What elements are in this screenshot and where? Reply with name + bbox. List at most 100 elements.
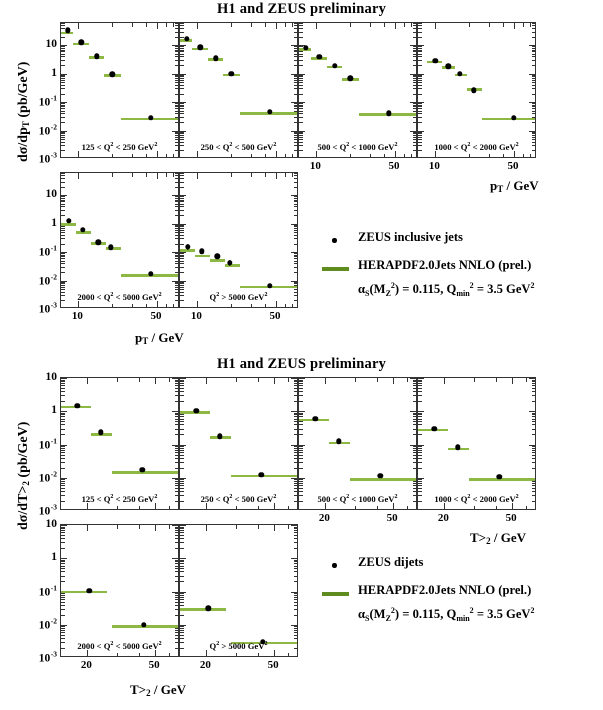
y-minor-tick [180,388,184,389]
x-tick [276,23,278,29]
y-minor-tick [180,134,184,136]
y-minor-tick [61,53,65,55]
y-minor-tick [418,490,422,492]
y-minor-tick [299,391,303,393]
y-minor-tick [299,457,303,459]
y-minor-tick [174,243,178,245]
y-tick-label: 10-1 [38,93,57,109]
y-minor-tick [174,271,178,273]
y-minor-tick [293,210,297,212]
y-minor-tick [412,480,416,482]
x-tick [251,153,253,157]
x-tick [112,303,114,307]
x-tick [117,652,119,656]
y-minor-tick [174,487,178,489]
y-minor-tick [174,74,178,76]
y-minor-tick [531,457,535,459]
x-tick [168,525,170,529]
y-minor-tick [180,424,184,426]
y-minor-tick [180,395,184,397]
y-minor-tick [172,444,178,446]
y-minor-tick [293,238,297,240]
y-minor-tick [180,263,184,265]
y-minor-tick [180,110,184,112]
y-minor-tick [180,206,184,208]
y-minor-tick [180,542,184,544]
y-minor-tick [61,614,65,616]
y-minor-tick [61,283,65,285]
x-tick [197,173,199,179]
y-minor-tick [293,266,297,268]
y-minor-tick [531,451,535,453]
y-minor-tick [418,414,422,416]
y-minor-tick [174,224,178,226]
y-minor-tick [418,103,422,105]
y-minor-tick [180,108,184,110]
y-minor-tick [174,295,178,297]
y-minor-tick [531,383,535,385]
y-minor-tick [174,563,178,565]
data-point [98,429,104,436]
y-minor-tick [412,395,416,397]
y-minor-tick [61,74,65,76]
y-minor-tick [529,411,535,413]
y-minor-tick [180,421,184,423]
y-minor-tick [418,424,422,426]
y-minor-tick [418,454,422,456]
y-minor-tick [299,74,303,76]
y-minor-tick [418,36,422,38]
y-minor-tick [418,45,424,47]
y-minor-tick [531,133,535,135]
y-minor-tick [418,88,422,90]
y-minor-tick [293,526,297,528]
x-tick [231,153,233,157]
x-tick [173,303,175,307]
y-tick-label: 10 [45,518,58,530]
y-minor-tick [174,145,178,147]
y-minor-tick [299,461,303,463]
y-minor-tick [174,388,178,389]
y-minor-tick [531,31,535,33]
y-minor-tick [180,78,184,80]
y-tick-label: 10-1 [38,436,57,451]
x-tick [435,23,437,29]
y-minor-tick [61,76,65,78]
y-minor-tick [61,593,65,595]
y-minor-tick [418,79,422,81]
y-minor-tick [180,260,184,262]
y-minor-tick [299,495,303,497]
y-minor-tick [412,485,416,487]
y-minor-tick [61,395,65,397]
y-minor-tick [531,388,535,389]
x-tick [503,153,505,157]
x-tick [168,652,170,656]
x-tick [265,153,267,157]
x-tick [411,23,413,27]
y-minor-tick [61,624,67,626]
y-minor-tick [418,391,422,393]
y-minor-tick [299,46,303,48]
y-minor-tick [174,568,178,570]
x-tick-label: 20 [318,512,330,524]
data-point [260,638,266,645]
panel-q2-caption: 250 < Q2 < 500 GeV2 [200,142,277,152]
y-tick-label: 10-1 [38,583,57,598]
y-minor-tick [299,45,305,47]
data-point [74,403,81,409]
x-tick [350,23,352,27]
y-minor-tick [61,73,67,75]
data-point [471,87,477,93]
y-minor-tick [293,559,297,561]
y-minor-tick [293,571,297,573]
y-minor-tick [174,451,178,453]
y-minor-tick [61,46,65,48]
legend-marker-label: ZEUS inclusive jets [358,230,463,244]
y-minor-tick [291,444,297,446]
y-minor-tick [174,136,178,138]
y-minor-tick [299,378,305,379]
x-tick [525,378,527,382]
x-tick [206,503,208,509]
y-minor-tick [180,45,186,47]
y-minor-tick [412,131,416,133]
y-minor-tick [418,411,424,413]
